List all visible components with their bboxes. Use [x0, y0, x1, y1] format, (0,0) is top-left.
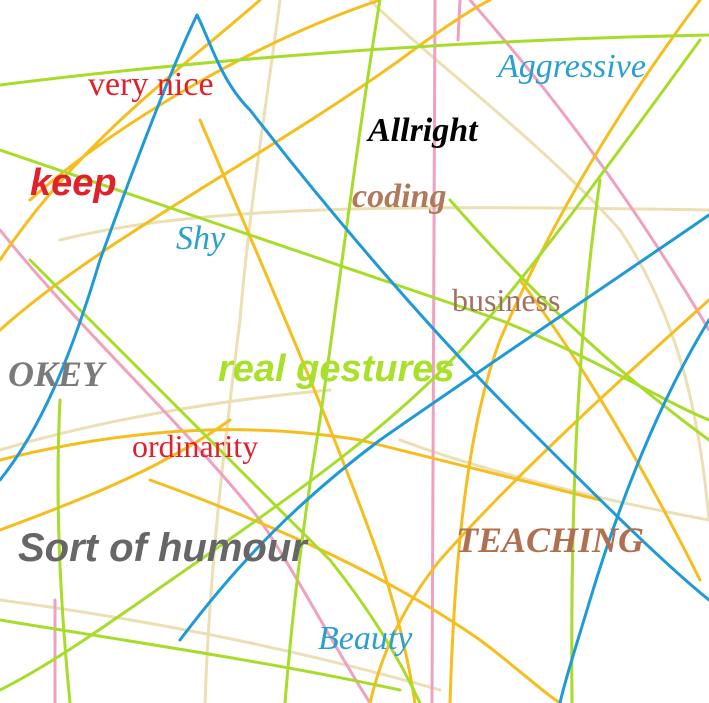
pink-stroke [0, 228, 372, 703]
beige-stroke [203, 0, 282, 703]
word-real-gestures: real gestures [218, 348, 455, 390]
orange-stroke [198, 118, 417, 703]
orange-stroke [518, 278, 702, 582]
lime-stroke [448, 198, 709, 442]
orange-stroke [28, 0, 382, 202]
orange-stroke [368, 298, 709, 703]
word-shy: Shy [176, 220, 226, 257]
word-okey: OKEY [8, 354, 105, 394]
beige-stroke [58, 206, 709, 242]
word-allright: Allright [368, 112, 478, 149]
orange-stroke [448, 0, 702, 703]
word-teaching: TEACHING [456, 520, 645, 560]
lime-stroke [28, 258, 422, 703]
lime-stroke [570, 178, 602, 703]
blue-stroke [0, 13, 709, 602]
beige-stroke [368, 0, 709, 522]
word-beauty: Beauty [318, 620, 413, 657]
blue-stroke [178, 213, 709, 642]
word-ordinarity: ordinarity [132, 428, 259, 464]
orange-stroke [0, 418, 232, 532]
orange-stroke [0, 0, 262, 262]
orange-stroke [0, 0, 492, 332]
pink-stroke [430, 0, 437, 703]
word-aggressive: Aggressive [498, 48, 646, 85]
word-very-nice: very nice [88, 66, 214, 103]
blue-stroke [558, 318, 709, 703]
lime-stroke [0, 38, 702, 692]
lime-stroke [0, 618, 402, 692]
lime-stroke [56, 398, 72, 703]
word-sort-of-humour: Sort of humour [18, 526, 307, 570]
beige-stroke [0, 388, 332, 452]
word-business: business [452, 282, 561, 318]
lime-stroke [283, 0, 382, 703]
lime-stroke [0, 33, 709, 87]
pink-stroke [468, 0, 709, 332]
word-keep: keep [30, 162, 117, 204]
word-coding: coding [352, 178, 447, 215]
orange-stroke [148, 478, 562, 703]
